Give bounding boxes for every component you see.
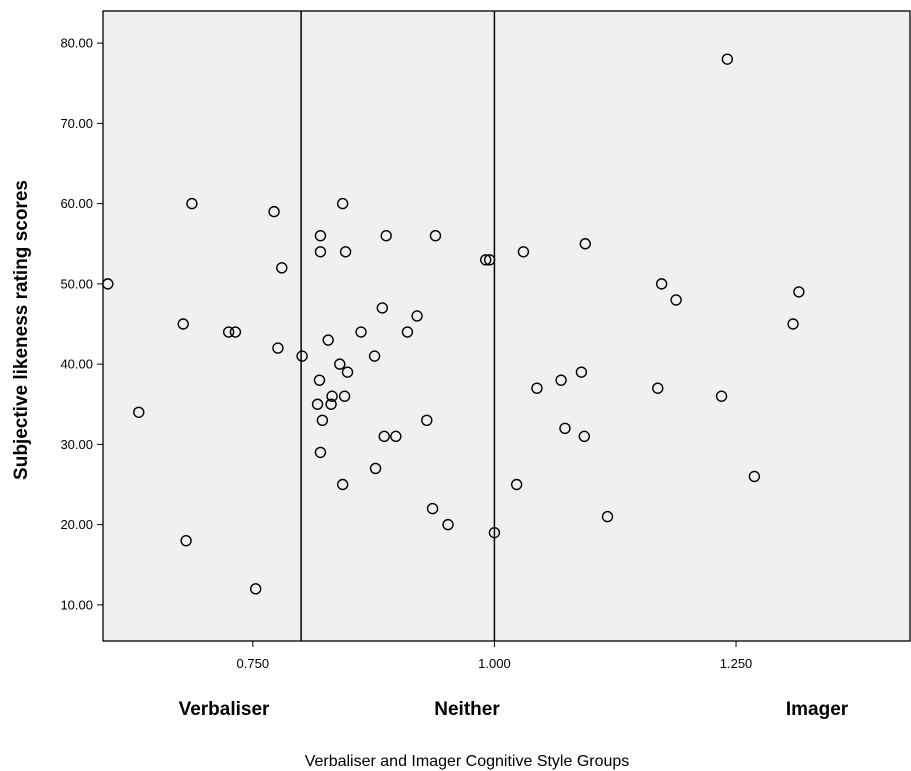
data-point: [133, 406, 145, 418]
y-tick-label: 60.00: [60, 196, 93, 211]
data-point: [426, 502, 439, 515]
data-point: [325, 398, 337, 410]
data-points: [102, 53, 805, 595]
data-point: [314, 230, 327, 242]
data-point: [186, 197, 198, 210]
data-point: [488, 526, 501, 539]
data-point: [390, 430, 402, 443]
data-point: [401, 326, 414, 338]
data-point: [311, 398, 324, 410]
group-label-verbaliser: Verbaliser: [179, 699, 270, 720]
y-axis-title: Subjective likeness rating scores: [11, 180, 32, 480]
data-point: [559, 422, 571, 435]
data-point: [670, 294, 682, 306]
data-point: [411, 310, 423, 322]
data-point: [102, 278, 114, 290]
data-point: [177, 318, 189, 330]
data-point: [341, 366, 354, 378]
data-point: [442, 518, 454, 531]
data-point: [334, 358, 346, 370]
data-point: [715, 390, 728, 402]
data-point: [480, 254, 492, 266]
x-tick-label: 0.750: [237, 656, 270, 671]
data-point: [787, 318, 799, 330]
y-axis: 10.00 20.00 30.00 40.00 50.00 60.00 70.00 80.00: [60, 36, 103, 612]
data-point: [652, 382, 664, 394]
data-point: [322, 334, 334, 346]
y-tick-label: 30.00: [60, 437, 93, 452]
x-tick-label: 1.000: [478, 656, 511, 671]
group-label-imager: Imager: [786, 699, 849, 720]
x-axis-title: Verbaliser and Imager Cognitive Style Gr…: [305, 753, 630, 770]
data-point: [272, 342, 284, 354]
data-point: [316, 414, 329, 426]
data-point: [555, 374, 567, 386]
data-point: [336, 197, 349, 210]
data-point: [378, 430, 390, 443]
data-point: [483, 254, 496, 266]
data-point: [517, 246, 530, 258]
group-label-neither: Neither: [434, 699, 500, 720]
data-point: [355, 326, 367, 338]
data-point: [314, 446, 327, 459]
data-point: [421, 414, 433, 426]
data-point: [336, 478, 349, 491]
data-point: [326, 390, 338, 402]
data-point: [268, 205, 280, 218]
data-point: [721, 53, 734, 65]
data-point: [222, 326, 235, 338]
y-tick-label: 50.00: [60, 276, 93, 291]
data-point: [655, 278, 668, 290]
data-point: [314, 246, 327, 258]
data-point: [180, 534, 192, 547]
y-tick-label: 40.00: [60, 357, 93, 372]
data-point: [748, 470, 761, 483]
data-point: [579, 238, 591, 250]
y-tick-label: 20.00: [60, 517, 93, 532]
y-tick-label: 70.00: [60, 116, 93, 131]
data-point: [368, 350, 381, 362]
data-point: [313, 374, 326, 386]
y-tick-label: 80.00: [60, 36, 93, 51]
data-point: [339, 246, 352, 258]
data-point: [575, 366, 588, 378]
data-point: [376, 302, 389, 314]
reference-lines: [300, 11, 496, 641]
data-point: [429, 230, 442, 242]
y-tick-label: 10.00: [60, 597, 93, 612]
data-point: [793, 286, 805, 298]
data-point: [250, 583, 262, 595]
data-point: [229, 326, 242, 338]
x-tick-label: 1.250: [720, 656, 753, 671]
data-point: [338, 390, 351, 402]
data-point: [369, 462, 382, 475]
data-point: [601, 510, 614, 523]
data-point: [510, 478, 523, 491]
data-point: [531, 382, 543, 394]
data-point: [296, 350, 308, 362]
plot-area: [102, 10, 911, 642]
data-point: [380, 230, 392, 242]
x-axis: 0.750 1.000 1.250: [237, 641, 753, 671]
data-point: [578, 430, 591, 443]
data-point: [276, 262, 288, 274]
